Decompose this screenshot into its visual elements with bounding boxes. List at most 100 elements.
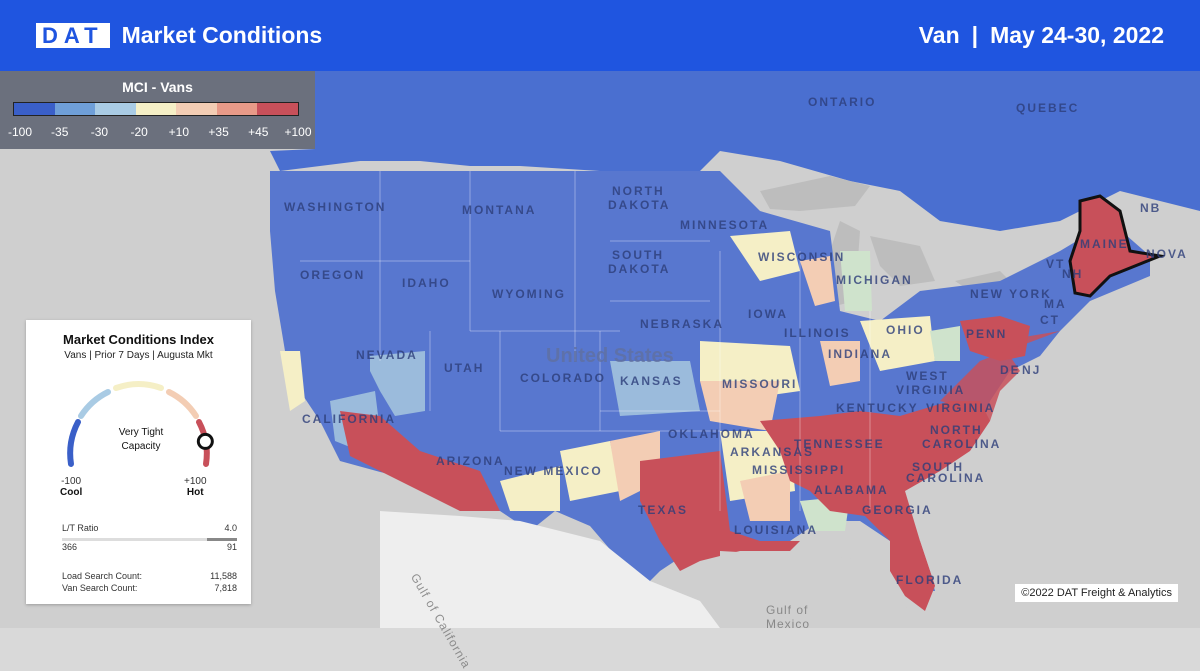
legend-swatch: [95, 103, 136, 115]
legend-title: MCI - Vans: [122, 79, 193, 95]
label-montana: MONTANA: [462, 203, 537, 217]
label-south-carolina-2: CAROLINA: [906, 471, 986, 485]
legend-swatch: [176, 103, 217, 115]
mci-gauge: [67, 381, 214, 467]
label-united-states: United States: [546, 345, 674, 367]
gauge-needle: [196, 432, 214, 450]
label-illinois: ILLINOIS: [784, 326, 851, 340]
equipment-type: Van: [918, 22, 960, 48]
label-wisconsin: WISCONSIN: [758, 250, 846, 264]
label-georgia: GEORGIA: [862, 503, 933, 517]
card-subtitle: Vans | Prior 7 Days | Augusta Mkt: [64, 350, 213, 361]
label-arizona: ARIZONA: [436, 454, 505, 468]
card-title: Market Conditions Index: [63, 332, 214, 347]
label-kansas: KANSAS: [620, 374, 683, 388]
dat-logo: DAT: [36, 23, 110, 48]
label-kentucky: KENTUCKY: [836, 401, 919, 415]
label-ohio: OHIO: [886, 323, 925, 337]
label-south-carolina-1: SOUTH: [912, 460, 964, 474]
load-search-value: 11,588: [210, 571, 237, 581]
label-indiana: INDIANA: [828, 347, 892, 361]
label-gulf-mexico-2: Mexico: [766, 617, 811, 631]
label-ct: CT: [1040, 313, 1060, 327]
header-meta: Van | May 24-30, 2022: [919, 22, 1164, 49]
label-south-dakota-1: SOUTH: [612, 248, 664, 262]
label-nebraska: NEBRASKA: [640, 317, 725, 331]
load-search-row: Load Search Count: 11,588: [62, 571, 237, 581]
legend-tick: -20: [130, 125, 148, 139]
label-virginia: VIRGINIA: [926, 401, 996, 415]
label-california: CALIFORNIA: [302, 412, 396, 426]
page-title: Market Conditions: [121, 22, 323, 48]
label-nh: NH: [1062, 267, 1084, 281]
label-washington: WASHINGTON: [284, 200, 387, 214]
label-iowa: IOWA: [748, 307, 788, 321]
lt-ratio-bar: [62, 538, 237, 541]
label-florida: FLORIDA: [896, 573, 964, 587]
gauge-max: +100 Hot: [184, 476, 207, 498]
label-de: DE: [1000, 363, 1021, 377]
legend-tick: +100: [284, 125, 312, 139]
lt-ratio-label: L/T Ratio: [62, 523, 99, 533]
label-idaho: IDAHO: [402, 276, 451, 290]
legend-ticks: -100 -35 -30 -20 +10 +35 +45 +100: [0, 125, 315, 141]
van-search-label: Van Search Count:: [62, 583, 138, 593]
lt-ratio-value: 4.0: [224, 523, 237, 533]
gauge-min: -100 Cool: [60, 476, 82, 498]
label-colorado: COLORADO: [520, 371, 606, 385]
label-west-virginia-1: WEST: [906, 369, 949, 383]
label-penn: PENN: [966, 327, 1008, 341]
label-texas: TEXAS: [638, 503, 689, 517]
gauge-seg-warm: [166, 389, 199, 419]
legend-swatch: [257, 103, 299, 115]
header-separator: |: [971, 22, 979, 48]
load-search-label: Load Search Count:: [62, 571, 143, 581]
mci-info-card: Market Conditions Index Vans | Prior 7 D…: [26, 320, 251, 604]
header-bar: DAT Market Conditions Van | May 24-30, 2…: [0, 0, 1200, 71]
label-west-virginia-2: VIRGINIA: [896, 383, 966, 397]
label-north-dakota-1: NORTH: [612, 184, 665, 198]
legend-tick: +10: [168, 125, 190, 139]
label-wyoming: WYOMING: [492, 287, 566, 301]
label-north-carolina-1: NORTH: [930, 423, 983, 437]
label-north-carolina-2: CAROLINA: [922, 437, 1002, 451]
label-oregon: OREGON: [300, 268, 366, 282]
label-nb: NB: [1140, 201, 1162, 215]
lt-trucks: 91: [226, 542, 237, 552]
label-michigan: MICHIGAN: [836, 273, 913, 287]
label-arkansas: ARKANSAS: [730, 445, 815, 459]
label-maine: MAINE: [1080, 237, 1129, 251]
copyright: ©2022 DAT Freight & Analytics: [1015, 584, 1178, 602]
legend-tick: +45: [248, 125, 269, 139]
legend-swatch: [135, 103, 177, 115]
legend-tick: -100: [7, 125, 33, 139]
gauge-max-value: +100: [184, 476, 207, 487]
label-new-york: NEW YORK: [970, 287, 1052, 301]
label-nova: NOVA: [1146, 247, 1188, 261]
label-nj: NJ: [1022, 363, 1042, 377]
legend-swatch: [216, 103, 258, 115]
label-alabama: ALABAMA: [814, 483, 889, 497]
label-mississippi: MISSISSIPPI: [752, 463, 846, 477]
label-north-dakota-2: DAKOTA: [608, 198, 671, 212]
mci-legend: MCI - Vans -100 -35 -30 -20 +10 +35 +45 +100: [0, 71, 315, 149]
gauge-status: Very Tight Capacity: [96, 426, 186, 454]
gauge-min-label: Cool: [60, 487, 83, 498]
van-search-row: Van Search Count: 7,818: [62, 583, 237, 593]
legend-tick: +35: [208, 125, 229, 139]
label-louisiana: LOUISIANA: [734, 523, 818, 537]
label-oklahoma: OKLAHOMA: [668, 427, 755, 441]
label-gulf-mexico-1: Gulf of: [766, 603, 809, 617]
label-tennessee: TENNESSEE: [794, 437, 885, 451]
label-ma: MA: [1044, 297, 1067, 311]
lt-loads: 366: [62, 542, 78, 552]
label-new-mexico: NEW MEXICO: [504, 464, 603, 478]
label-quebec: QUEBEC: [1016, 101, 1080, 115]
legend-color-scale: [13, 102, 299, 116]
label-minnesota: MINNESOTA: [680, 218, 770, 232]
legend-swatch: [54, 103, 96, 115]
gauge-seg-neutral: [113, 381, 164, 391]
gauge-seg-cool: [67, 419, 81, 467]
lt-counts-row: 366 91: [62, 542, 237, 552]
van-search-value: 7,818: [214, 583, 237, 593]
